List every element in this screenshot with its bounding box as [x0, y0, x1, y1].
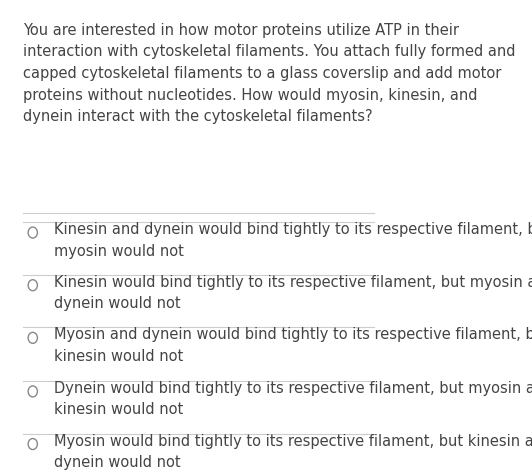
Text: Kinesin would bind tightly to its respective filament, but myosin and
dynein wou: Kinesin would bind tightly to its respec…	[54, 275, 532, 311]
Text: Myosin would bind tightly to its respective filament, but kinesin and
dynein wou: Myosin would bind tightly to its respect…	[54, 434, 532, 470]
Text: Myosin and dynein would bind tightly to its respective filament, but
kinesin wou: Myosin and dynein would bind tightly to …	[54, 327, 532, 364]
Text: Dynein would bind tightly to its respective filament, but myosin and
kinesin wou: Dynein would bind tightly to its respect…	[54, 381, 532, 418]
Text: You are interested in how motor proteins utilize ATP in their
interaction with c: You are interested in how motor proteins…	[23, 23, 516, 124]
Text: Kinesin and dynein would bind tightly to its respective filament, but
myosin wou: Kinesin and dynein would bind tightly to…	[54, 222, 532, 258]
